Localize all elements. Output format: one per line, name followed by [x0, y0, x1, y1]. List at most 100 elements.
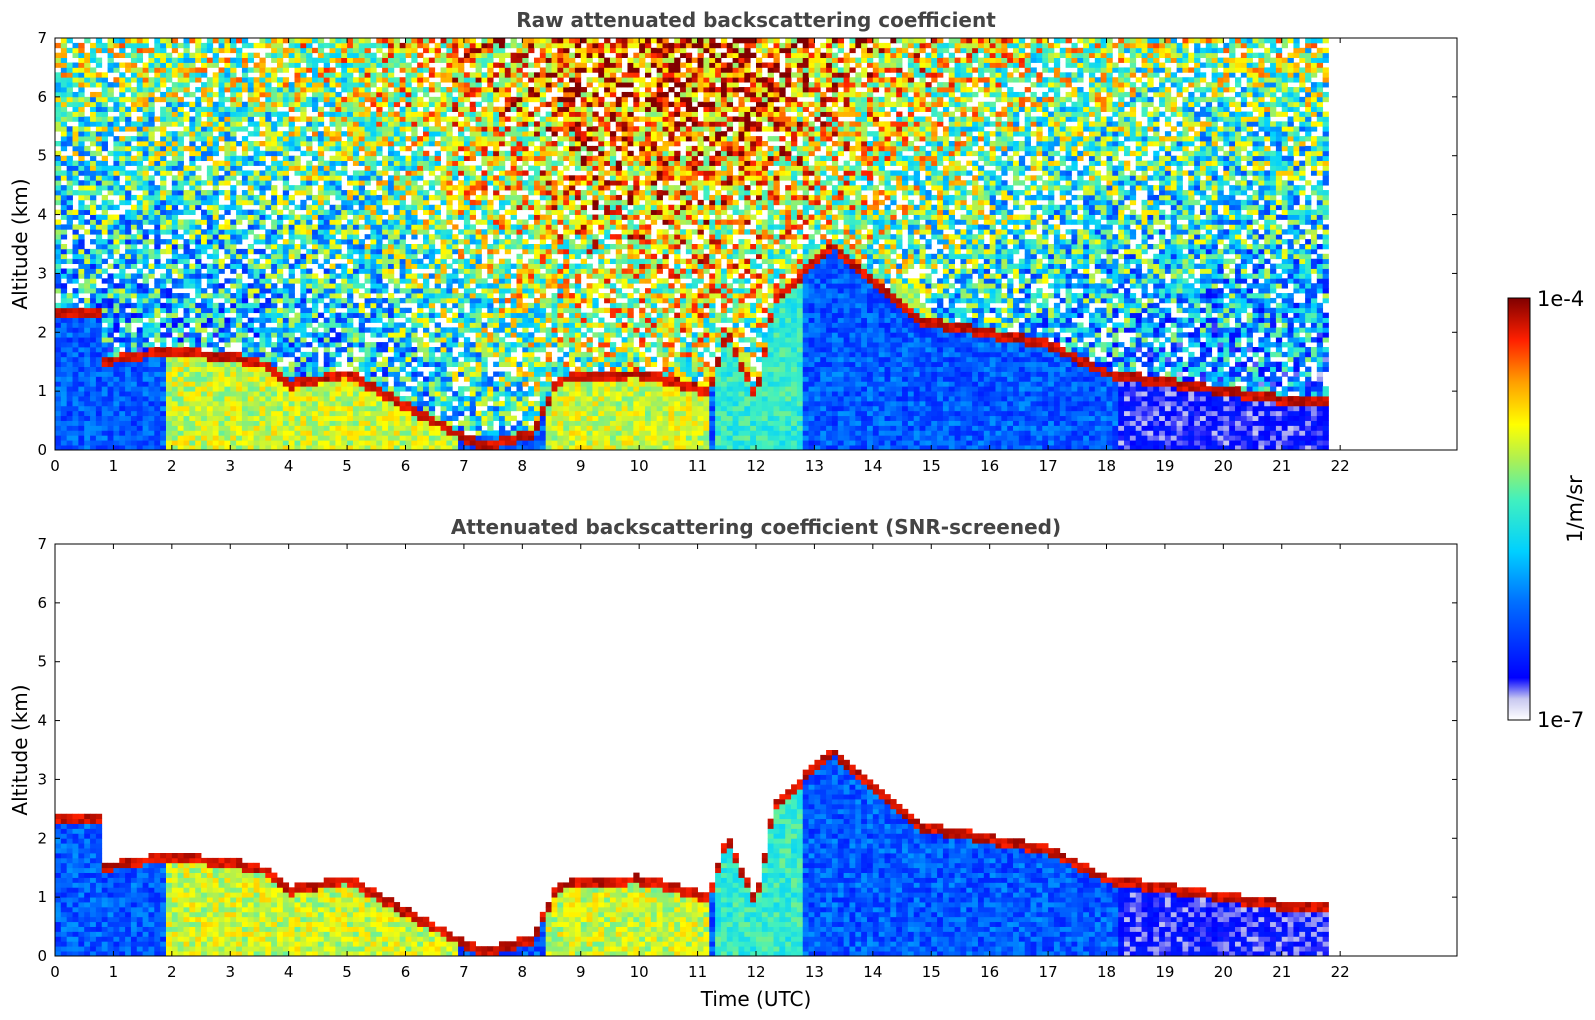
heatmap-cell [440, 219, 447, 225]
heatmap-cell [335, 194, 342, 201]
heatmap-cell [271, 396, 278, 402]
heatmap-cell [183, 204, 190, 211]
heatmap-cell [282, 381, 290, 387]
heatmap-cell [236, 386, 243, 392]
heatmap-cell [382, 72, 389, 78]
heatmap-cell [236, 57, 243, 63]
heatmap-cell [224, 131, 231, 137]
heatmap-cell [393, 229, 401, 235]
heatmap-cell [60, 317, 68, 323]
heatmap-cell [224, 332, 231, 338]
heatmap-cell [160, 155, 167, 162]
heatmap-cell [265, 400, 272, 407]
heatmap-cell [405, 410, 412, 417]
heatmap-cell [160, 121, 167, 127]
heatmap-cell [312, 425, 319, 431]
heatmap-cell [352, 185, 360, 191]
heatmap-cell [323, 381, 330, 387]
heatmap-cell [253, 445, 260, 450]
heatmap-cell [271, 165, 278, 171]
heatmap-cell [405, 121, 412, 127]
heatmap-cell [230, 190, 237, 196]
heatmap-cell [417, 405, 424, 412]
heatmap-cell [358, 381, 366, 387]
heatmap-cell [230, 121, 237, 127]
heatmap-cell [60, 111, 68, 117]
heatmap-cell [189, 209, 196, 215]
heatmap-cell [288, 425, 295, 431]
heatmap-cell [236, 47, 243, 54]
heatmap-cell [160, 145, 167, 152]
heatmap-cell [195, 342, 202, 348]
heatmap-cell [411, 263, 418, 269]
heatmap-cell [224, 386, 231, 392]
heatmap-cell [247, 288, 255, 294]
heatmap-cell [329, 297, 336, 304]
heatmap-cell [241, 297, 249, 304]
heatmap-cell [90, 430, 97, 436]
heatmap-cell [370, 141, 377, 147]
heatmap-cell [312, 361, 319, 368]
heatmap-cell [253, 410, 260, 417]
heatmap-cell [417, 361, 424, 368]
heatmap-cell [329, 420, 336, 426]
heatmap-cell [218, 180, 225, 186]
heatmap-cell [201, 121, 208, 127]
heatmap-cell [154, 77, 161, 83]
heatmap-cell [206, 62, 214, 68]
heatmap-cell [201, 47, 208, 54]
heatmap-cell [148, 180, 155, 186]
heatmap-cell [276, 258, 284, 265]
heatmap-cell [352, 376, 360, 382]
heatmap-cell [306, 165, 313, 171]
heatmap-cell [387, 185, 395, 191]
heatmap-cell [142, 430, 149, 436]
heatmap-cell [276, 199, 284, 206]
heatmap-cell [300, 106, 307, 112]
heatmap-cell [417, 322, 424, 328]
heatmap-cell [306, 175, 313, 181]
heatmap-cell [183, 307, 190, 314]
heatmap-cell [107, 57, 114, 63]
heatmap-cell [294, 342, 301, 348]
heatmap-cell [347, 268, 354, 274]
heatmap-cell [119, 77, 126, 83]
heatmap-cell [60, 121, 68, 127]
heatmap-cell [154, 420, 161, 426]
heatmap-cell [66, 38, 73, 44]
heatmap-cell [160, 126, 167, 132]
heatmap-cell [125, 194, 132, 201]
heatmap-cell [107, 121, 114, 127]
heatmap-cell [55, 57, 62, 63]
heatmap-cell [142, 347, 149, 353]
heatmap-cell [294, 62, 301, 68]
heatmap-cell [160, 400, 167, 407]
heatmap-cell [201, 42, 208, 49]
heatmap-cell [329, 175, 336, 181]
heatmap-cell [265, 258, 272, 265]
heatmap-cell [90, 400, 97, 407]
heatmap-cell [352, 332, 360, 338]
heatmap-cell [282, 420, 290, 426]
heatmap-cell [154, 62, 161, 68]
heatmap-cell [434, 224, 441, 230]
heatmap-cell [434, 425, 441, 431]
heatmap-cell [241, 190, 249, 196]
heatmap-cell [55, 141, 62, 147]
heatmap-cell [276, 297, 284, 304]
heatmap-cell [241, 371, 249, 377]
heatmap-cell [393, 96, 401, 103]
heatmap-cell [95, 332, 103, 338]
heatmap-cell [323, 91, 330, 98]
heatmap-cell [165, 199, 173, 206]
heatmap-cell [241, 38, 249, 44]
heatmap-cell [55, 185, 62, 191]
heatmap-cell [458, 165, 465, 171]
heatmap-cell [329, 77, 336, 83]
heatmap-cell [335, 175, 342, 181]
heatmap-cell [265, 278, 272, 284]
heatmap-cell [119, 160, 126, 166]
heatmap-cell [423, 445, 430, 450]
heatmap-cell [399, 307, 406, 314]
heatmap-cell [417, 155, 424, 162]
